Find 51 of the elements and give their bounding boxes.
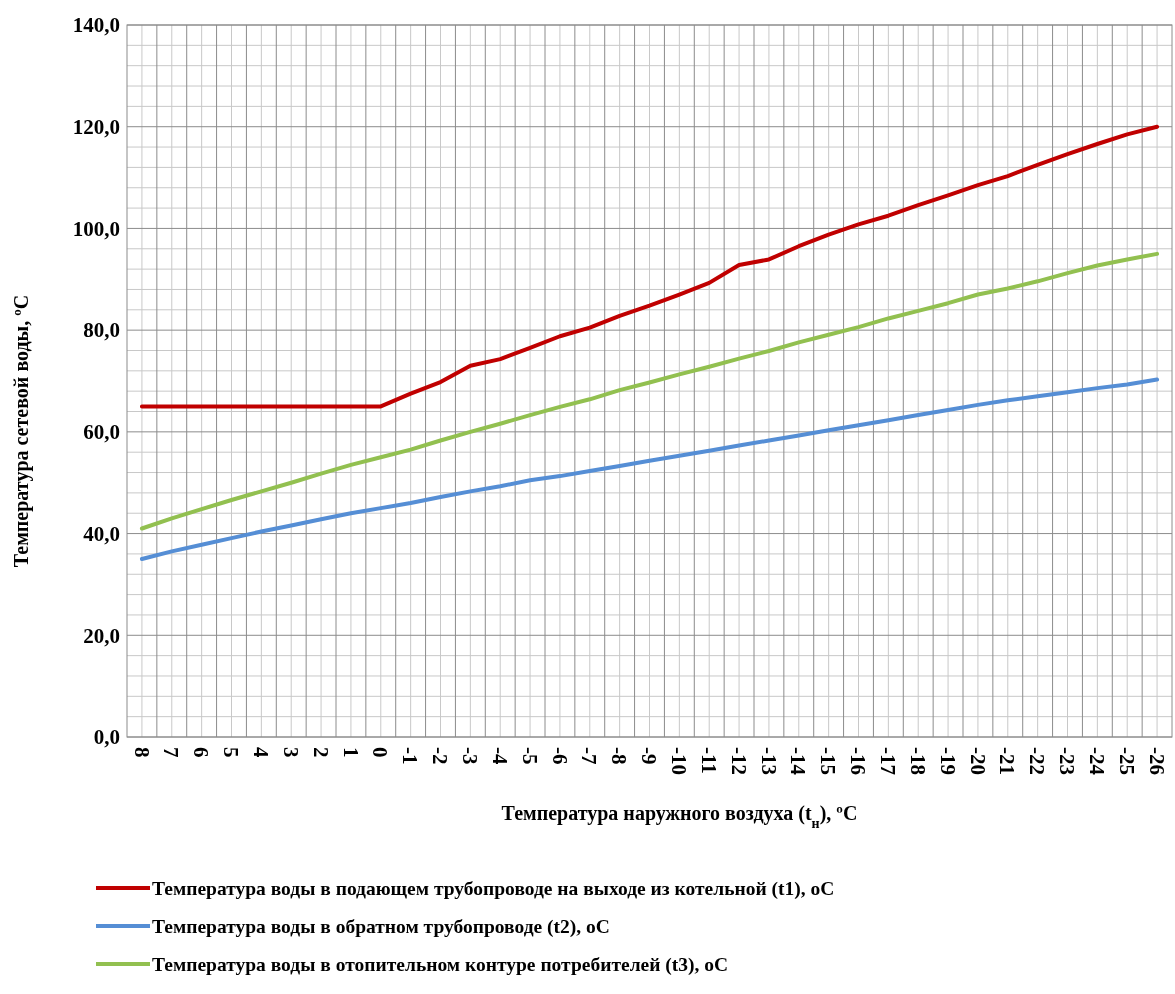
x-tick-label: 5: [219, 747, 244, 758]
y-tick-label: 40,0: [83, 521, 120, 546]
y-tick-label: 0,0: [93, 725, 120, 750]
x-tick-label: -15: [816, 747, 841, 775]
y-tick-label: 60,0: [83, 420, 120, 445]
y-axis-title: Температура сетевой воды, ºC: [10, 294, 33, 568]
y-tick-label: 100,0: [72, 216, 120, 241]
x-tick-label: -14: [786, 747, 811, 776]
legend-label: Температура воды в отопительном контуре потребителей (t3), oC: [152, 954, 729, 976]
legend-label: Температура воды в обратном трубопроводе (t2), oC: [152, 916, 610, 938]
x-tick-label: 0: [368, 747, 393, 758]
x-tick-label: 6: [189, 747, 214, 758]
x-tick-label: -7: [577, 747, 602, 765]
x-tick-label: -22: [1025, 747, 1050, 775]
x-tick-label: -20: [965, 747, 990, 775]
x-tick-label: -17: [876, 747, 901, 775]
x-tick-label: -23: [1055, 747, 1080, 775]
line-series: [139, 377, 1160, 561]
x-axis-title: Температура наружного воздуха (t$_{н}$), ºC: [501, 802, 858, 831]
x-tick-label: -21: [995, 747, 1020, 775]
x-tick-label: -5: [517, 747, 542, 765]
line-series: [139, 251, 1160, 531]
x-tick-label: -11: [696, 747, 721, 774]
x-tick-label: -2: [428, 747, 453, 765]
x-tick-label: -25: [1114, 747, 1139, 775]
x-tick-label: 7: [159, 747, 184, 758]
x-tick-label: -4: [487, 747, 512, 765]
x-tick-label: -1: [398, 747, 423, 765]
legend-label: Температура воды в подающем трубопроводе на выходе из котельной (t1), oC: [152, 878, 835, 900]
x-tick-label: 4: [249, 747, 274, 758]
x-tick-label: -19: [935, 747, 960, 775]
y-tick-label: 140,0: [72, 13, 120, 38]
x-tick-label: -24: [1085, 747, 1110, 776]
x-tick-label: -8: [607, 747, 632, 765]
x-tick-label: 8: [129, 747, 154, 758]
x-tick-label: 2: [308, 747, 333, 758]
x-tick-label: -12: [726, 747, 751, 775]
x-tick-label: -3: [458, 747, 483, 765]
x-tick-label: -16: [846, 747, 871, 775]
line-series: [139, 124, 1160, 409]
x-tick-label: -10: [667, 747, 692, 775]
x-tick-label: 3: [278, 747, 303, 758]
y-tick-label: 120,0: [72, 115, 120, 140]
y-tick-label: 80,0: [83, 318, 120, 343]
x-tick-label: -26: [1144, 747, 1169, 775]
x-tick-label: -6: [547, 747, 572, 765]
x-tick-label: -13: [756, 747, 781, 775]
x-tick-label: -9: [637, 747, 662, 765]
x-tick-label: 1: [338, 747, 363, 758]
x-tick-label: -18: [905, 747, 930, 775]
y-tick-label: 20,0: [83, 623, 120, 648]
